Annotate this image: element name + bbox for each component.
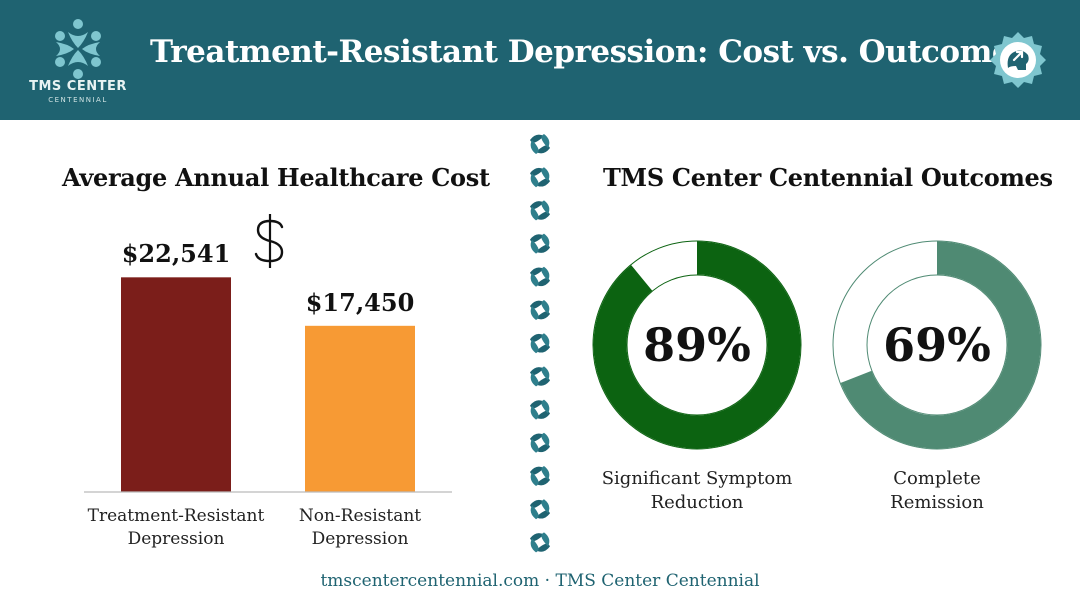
divider-knot-icon: [530, 399, 550, 420]
divider-knot-icon: [530, 366, 550, 387]
donut-category-label: Significant Symptom Reduction: [601, 468, 793, 513]
bar-category-label: Treatment-Resistant Depression: [87, 506, 265, 549]
divider-knot-icon: [530, 333, 550, 354]
bar-value-label: $17,450: [305, 287, 415, 317]
outcomes-chart-title: TMS Center Centennial Outcomes: [603, 163, 1053, 192]
logo-subtitle: CENTENNIAL: [48, 96, 108, 104]
divider-knot-icon: [530, 266, 550, 287]
divider-knot-icon: [530, 233, 550, 254]
footer-attribution: tmscentercentennial.com · TMS Center Cen…: [320, 571, 760, 591]
divider-knot-icon: [530, 134, 550, 154]
decorative-divider: [530, 134, 550, 553]
donut-chart: [592, 240, 802, 450]
brain-upward-arrow-icon: [990, 32, 1046, 88]
divider-knot-icon: [530, 499, 550, 520]
bar-value-label: $22,541: [121, 239, 231, 269]
cost-chart-title: Average Annual Healthcare Cost: [62, 163, 490, 192]
bar-treatment-resistant: [121, 277, 231, 492]
donut-percent-label: 69%: [883, 318, 991, 372]
tms-logo-icon: [55, 19, 101, 79]
header-banner: TMS CENTER CENTENNIAL Treatment-Resistan…: [0, 0, 1080, 120]
bar-category-label: Non-Resistant Depression: [298, 506, 422, 549]
dollar-sign-icon: [254, 214, 284, 268]
logo-name: TMS CENTER: [29, 79, 127, 94]
divider-knot-icon: [530, 200, 550, 221]
donut-slice: [833, 241, 1041, 449]
divider-knot-icon: [530, 432, 550, 453]
donut-chart: [832, 240, 1042, 450]
divider-knot-icon: [530, 300, 550, 320]
donut-category-label: Complete Remission: [890, 468, 984, 513]
divider-knot-icon: [530, 532, 550, 553]
bar-non-resistant: [305, 325, 415, 492]
page-title: Treatment-Resistant Depression: Cost vs.…: [150, 34, 1029, 70]
cost-bar-chart: [84, 277, 452, 493]
divider-knot-icon: [530, 167, 550, 188]
divider-knot-icon: [530, 466, 550, 486]
donut-percent-label: 89%: [643, 318, 751, 372]
donut-slice: [593, 241, 801, 449]
